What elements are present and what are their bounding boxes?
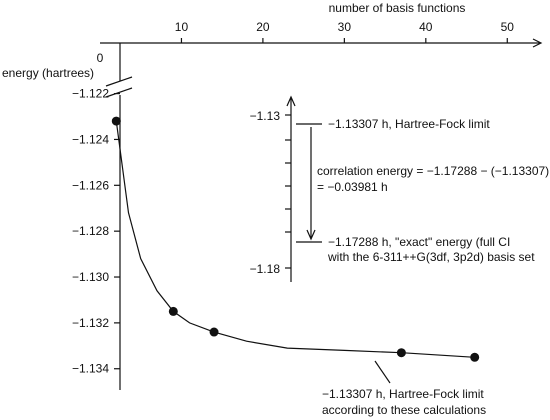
- y-tick-label: −1.130: [72, 270, 109, 284]
- y-tick-label: −1.126: [72, 178, 109, 192]
- hf-limit-annotation-line-1: −1.13307 h, Hartree-Fock limit: [322, 387, 484, 401]
- correlation-arrowhead: [306, 229, 316, 241]
- x-tick-label: 10: [175, 20, 189, 34]
- hf-limit-level-label: −1.13307 h, Hartree-Fock limit: [328, 117, 490, 131]
- x-ticks: 10 20 30 40 50: [175, 20, 514, 43]
- x-tick-label: 40: [419, 20, 433, 34]
- axis-break-mark: [105, 87, 133, 98]
- y-tick-label: −1.128: [72, 224, 109, 238]
- data-point: [209, 327, 219, 337]
- x-origin-label: 0: [97, 51, 104, 65]
- x-tick-label: 30: [338, 20, 352, 34]
- correlation-energy-line-2: = −0.03981 h: [317, 180, 388, 194]
- y-ticks: −1.122 −1.124 −1.126 −1.128 −1.130 −1.132 −1.1…: [72, 87, 120, 376]
- x-axis-label: number of basis functions: [329, 1, 466, 15]
- x-tick-label: 20: [256, 20, 270, 34]
- y-tick-label: −1.122: [72, 87, 109, 101]
- exact-energy-label-line-1: −1.17288 h, "exact" energy (full CI: [328, 235, 510, 249]
- hf-limit-leader-line: [374, 360, 391, 384]
- hf-limit-annotation-line-2: according to these calculations: [322, 403, 486, 417]
- inset-tick-label-upper: −1.13: [250, 109, 281, 123]
- x-tick-label: 50: [501, 20, 515, 34]
- data-points: [111, 116, 480, 362]
- data-point: [168, 306, 178, 316]
- inset-axis-arrowhead: [286, 95, 296, 107]
- x-axis-arrowhead: [532, 38, 543, 48]
- y-axis-label: energy (hartrees): [2, 66, 94, 80]
- y-tick-label: −1.134: [72, 362, 109, 376]
- exact-energy-label-line-2: with the 6-311++G(3df, 3p2d) basis set: [327, 250, 535, 264]
- correlation-energy-line-1: correlation energy = −1.17288 − (−1.1330…: [317, 164, 550, 178]
- inset-diagram: −1.13 −1.18 −1.13307 h, Hartree-Fock lim…: [250, 95, 550, 282]
- inset-tick-label-lower: −1.18: [250, 262, 281, 276]
- data-point: [111, 116, 121, 126]
- y-tick-label: −1.124: [72, 132, 109, 146]
- data-point: [470, 352, 480, 362]
- y-tick-label: −1.132: [72, 316, 109, 330]
- energy-curve: [115, 121, 475, 358]
- data-point: [396, 348, 406, 358]
- axis-break-mark: [105, 76, 133, 87]
